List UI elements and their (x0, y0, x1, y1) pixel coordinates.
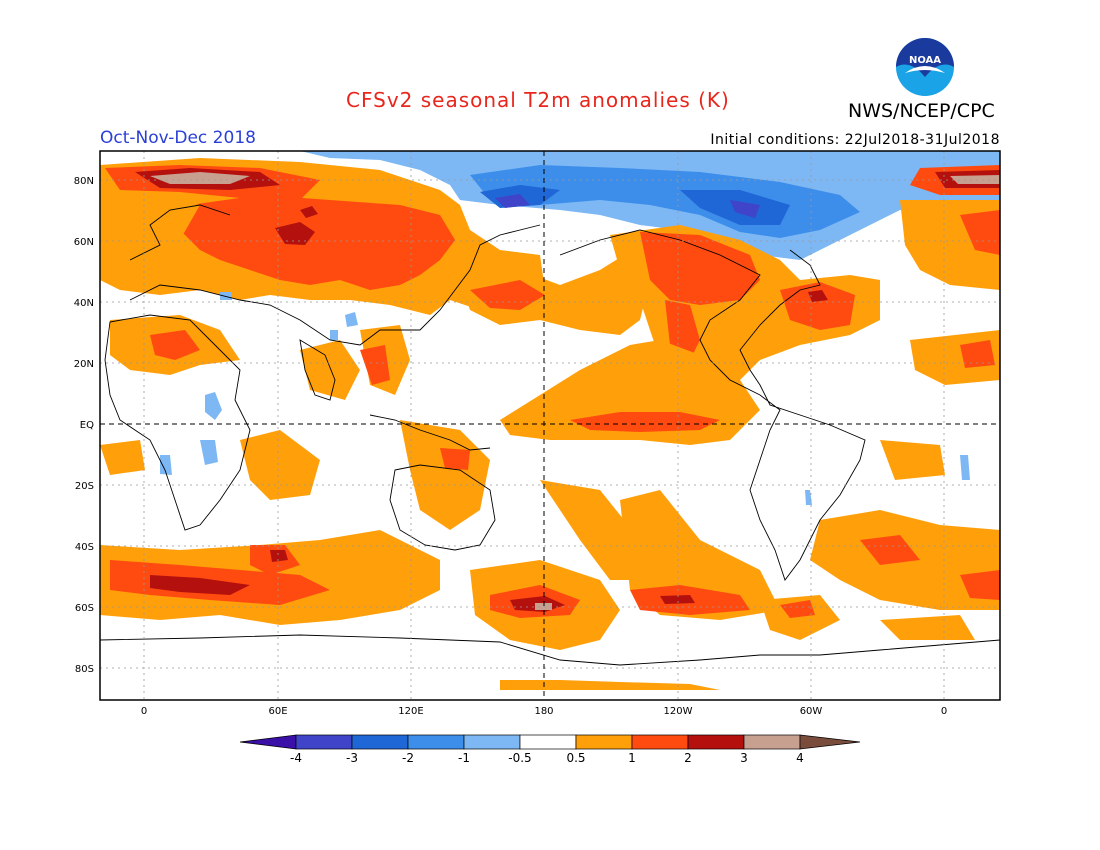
agency-label: NWS/NCEP/CPC (848, 100, 995, 122)
colorbar-label: 3 (740, 751, 748, 765)
lat-label: 40S (75, 542, 94, 553)
lat-label: EQ (80, 420, 94, 431)
lon-labels: 0 60E 120E 180 120W 60W 0 (141, 706, 947, 717)
colorbar-box (463, 734, 521, 750)
colorbar-box (351, 734, 409, 750)
colorbar-box (295, 734, 353, 750)
lon-label: 60E (268, 706, 287, 717)
colorbar-label: 0.5 (566, 751, 585, 765)
colorbar-label: 1 (628, 751, 636, 765)
lat-label: 80N (74, 176, 94, 187)
initial-conditions-label: Initial conditions: 22Jul2018-31Jul2018 (710, 132, 1000, 148)
lat-label: 60N (74, 237, 94, 248)
colorbar-label: 4 (796, 751, 804, 765)
coastlines (100, 204, 1000, 666)
colorbar-label: -2 (402, 751, 414, 765)
noaa-logo: NOAA (896, 38, 954, 96)
lon-label: 120W (664, 706, 693, 717)
lon-label: 0 (941, 706, 947, 717)
noaa-logo-text: NOAA (909, 55, 941, 66)
anomaly-field (100, 151, 1000, 700)
colorbar-arrow-low (239, 734, 297, 750)
colorbar-label: -0.5 (508, 751, 531, 765)
colorbar-box (631, 734, 689, 750)
lat-label: 20S (75, 481, 94, 492)
colorbar-box (743, 734, 801, 750)
lon-label: 60W (800, 706, 823, 717)
lon-label: 0 (141, 706, 147, 717)
lat-labels: 80N 60N 40N 20N EQ 20S 40S 60S 80S (74, 176, 94, 675)
colorbar-box (407, 734, 465, 750)
colorbar-arrow-high (799, 734, 861, 750)
colorbar-labels: -4 -3 -2 -1 -0.5 0.5 1 2 3 4 (290, 751, 804, 765)
lon-label: 120E (398, 706, 423, 717)
lat-label: 60S (75, 603, 94, 614)
colorbar-box (519, 734, 577, 750)
colorbar-label: -3 (346, 751, 358, 765)
colorbar-box (687, 734, 745, 750)
map-title: CFSv2 seasonal T2m anomalies (K) (346, 88, 730, 112)
colorbar-label: -4 (290, 751, 302, 765)
colorbar-label: 2 (684, 751, 692, 765)
colorbar (239, 734, 861, 750)
colorbar-box (575, 734, 633, 750)
map-frame (99, 150, 1001, 701)
lat-label: 20N (74, 359, 94, 370)
season-label: Oct-Nov-Dec 2018 (100, 128, 256, 148)
lat-label: 40N (74, 298, 94, 309)
lon-label: 180 (534, 706, 553, 717)
map-grid (100, 151, 1000, 700)
colorbar-label: -1 (458, 751, 470, 765)
lat-label: 80S (75, 664, 94, 675)
